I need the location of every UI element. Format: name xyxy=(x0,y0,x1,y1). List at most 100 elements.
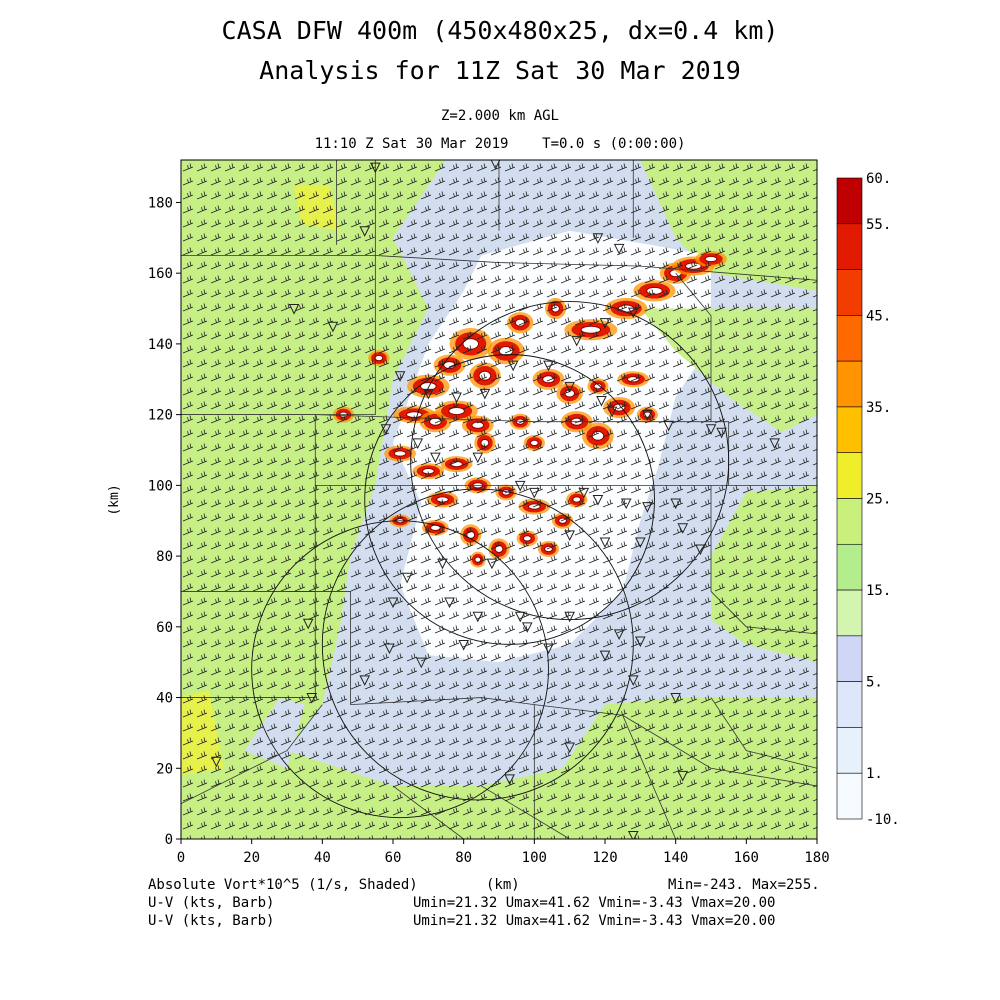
station-marker xyxy=(504,774,515,785)
station-marker xyxy=(564,381,575,393)
station-marker xyxy=(578,487,590,499)
station-marker xyxy=(529,487,540,499)
station-marker xyxy=(302,618,314,630)
station-marker xyxy=(415,657,427,669)
station-marker xyxy=(394,371,406,382)
colorbar-label: 5. xyxy=(866,675,883,691)
y-tick-label: 160 xyxy=(148,266,173,282)
station-marker xyxy=(514,480,526,492)
x-tick-label: 140 xyxy=(663,850,688,866)
colorbar-label: 35. xyxy=(866,400,891,416)
plot-area xyxy=(180,159,818,840)
station-marker xyxy=(592,233,604,244)
station-marker xyxy=(613,629,625,641)
station-marker xyxy=(635,636,646,648)
station-marker xyxy=(677,770,689,782)
colorbar-bin xyxy=(836,635,863,682)
station-marker xyxy=(507,360,519,372)
x-tick-label: 40 xyxy=(314,850,331,866)
colorbar-label: 25. xyxy=(866,492,891,508)
station-marker xyxy=(627,307,639,319)
station-marker xyxy=(627,830,639,839)
y-tick-label: 140 xyxy=(148,337,173,353)
station-marker xyxy=(486,558,498,570)
station-marker xyxy=(663,420,674,432)
station-marker xyxy=(479,388,491,400)
colorbar-bin xyxy=(836,772,863,820)
x-tick-label: 180 xyxy=(804,850,829,866)
x-tick-label: 60 xyxy=(385,850,402,866)
station-marker xyxy=(384,643,395,655)
barb-field-stats-2: Umin=21.32 Umax=41.62 Vmin=-3.43 Vmax=20… xyxy=(413,913,776,929)
station-marker xyxy=(490,160,501,170)
station-marker xyxy=(564,742,575,754)
station-marker xyxy=(437,558,448,570)
station-marker xyxy=(543,360,554,372)
y-axis: 0 20 40 60 80 100 120 140 160 180 xyxy=(148,195,181,848)
barb-field-label: U-V (kts, Barb) xyxy=(148,895,275,911)
y-tick-label: 0 xyxy=(165,832,173,848)
chart-subtitle: Analysis for 11Z Sat 30 Mar 2019 xyxy=(259,56,741,85)
shaded-field-stats: Min=-243. Max=255. xyxy=(668,877,820,893)
station-marker xyxy=(635,537,646,549)
y-tick-label: 80 xyxy=(156,549,173,565)
x-tick-label: 160 xyxy=(734,850,759,866)
station-marker xyxy=(596,395,607,407)
station-marker xyxy=(716,427,727,439)
station-marker xyxy=(670,498,681,510)
station-marker xyxy=(606,406,618,418)
station-marker xyxy=(306,693,318,704)
barb-field-stats: Umin=21.32 Umax=41.62 Vmin=-3.43 Vmax=20… xyxy=(413,895,776,911)
station-marker xyxy=(543,643,554,655)
station-marker xyxy=(599,318,611,329)
station-marker xyxy=(705,424,717,435)
station-marker xyxy=(564,530,575,541)
station-marker xyxy=(444,597,455,609)
station-marker xyxy=(670,693,681,704)
x-tick-label: 120 xyxy=(592,850,617,866)
station-marker xyxy=(642,410,653,421)
colorbar-label: 45. xyxy=(866,308,891,324)
y-tick-label: 120 xyxy=(148,408,173,424)
wind-barbs xyxy=(181,160,817,839)
colorbar-bin xyxy=(836,406,863,454)
y-tick-label: 100 xyxy=(148,478,173,494)
colorbar-bin xyxy=(836,452,863,499)
station-marker xyxy=(472,611,484,623)
colorbar-label: 1. xyxy=(866,766,883,782)
valid-time-label: 11:10 Z Sat 30 Mar 2019 T=0.0 s (0:00:00… xyxy=(314,136,686,152)
station-marker xyxy=(613,243,625,255)
x-tick-label: 100 xyxy=(522,850,547,866)
x-tick-label: 0 xyxy=(177,850,185,866)
y-tick-label: 20 xyxy=(156,761,173,777)
shaded-field-label: Absolute Vort*10^5 (1/s, Shaded) xyxy=(148,877,418,893)
station-marker xyxy=(521,622,533,633)
colorbar-bin xyxy=(836,589,863,637)
colorbar-bin xyxy=(836,543,863,591)
plot-frame xyxy=(180,159,818,840)
station-marker xyxy=(472,452,484,464)
station-marker xyxy=(401,572,413,584)
x-tick-label: 20 xyxy=(243,850,260,866)
y-tick-label: 60 xyxy=(156,620,173,636)
colorbar-label: 15. xyxy=(866,583,891,599)
x-axis: 0 20 40 60 80 100 120 140 160 180 xyxy=(177,839,830,866)
station-marker xyxy=(695,544,706,556)
station-marker xyxy=(387,597,399,609)
station-marker xyxy=(769,438,780,450)
colorbar: 60. 55. 45. 35. 25. 15. 5. 1. -10. xyxy=(836,171,900,828)
station-marker xyxy=(642,502,653,513)
colorbar-bin xyxy=(836,315,863,362)
colorbar-bin xyxy=(836,681,863,728)
colorbar-bin xyxy=(836,727,863,774)
station-marker xyxy=(592,495,604,506)
level-label: Z=2.000 km AGL xyxy=(440,108,559,124)
colorbar-bin xyxy=(836,223,863,270)
y-tick-label: 180 xyxy=(148,195,173,211)
chart-title: CASA DFW 400m (450x480x25, dx=0.4 km) xyxy=(221,16,779,45)
y-tick-label: 40 xyxy=(156,691,173,707)
x-tick-label: 80 xyxy=(455,850,472,866)
station-marker xyxy=(327,321,339,333)
station-marker xyxy=(412,438,424,450)
